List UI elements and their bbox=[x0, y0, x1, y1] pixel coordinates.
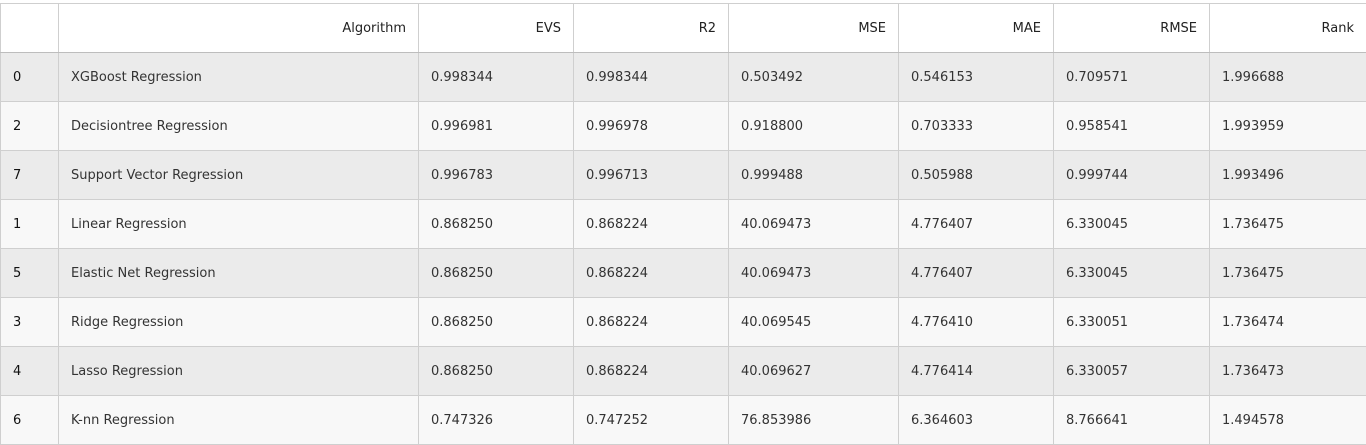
table-row: 1 Linear Regression 0.868250 0.868224 40.069… bbox=[0, 199, 1366, 249]
cell-rank: 1.736475 bbox=[1209, 248, 1366, 298]
cell-evs: 0.996783 bbox=[418, 150, 574, 200]
cell-r2: 0.998344 bbox=[573, 52, 729, 102]
table-row: 2 Decisiontree Regression 0.996981 0.996978… bbox=[0, 101, 1366, 151]
header-mse[interactable]: MSE bbox=[728, 3, 899, 53]
cell-r2: 0.868224 bbox=[573, 346, 729, 396]
cell-algorithm: Support Vector Regression bbox=[58, 150, 419, 200]
cell-index: 6 bbox=[0, 395, 59, 445]
cell-index: 7 bbox=[0, 150, 59, 200]
cell-mae: 4.776407 bbox=[898, 199, 1054, 249]
cell-rmse: 0.709571 bbox=[1053, 52, 1210, 102]
cell-mse: 0.999488 bbox=[728, 150, 899, 200]
header-index bbox=[0, 3, 59, 53]
cell-rank: 1.736474 bbox=[1209, 297, 1366, 347]
cell-index: 1 bbox=[0, 199, 59, 249]
table-row: 7 Support Vector Regression 0.996783 0.9967… bbox=[0, 150, 1366, 200]
cell-mae: 4.776407 bbox=[898, 248, 1054, 298]
header-mae[interactable]: MAE bbox=[898, 3, 1054, 53]
cell-mse: 0.503492 bbox=[728, 52, 899, 102]
cell-rank: 1.993496 bbox=[1209, 150, 1366, 200]
cell-algorithm: Linear Regression bbox=[58, 199, 419, 249]
cell-mse: 0.918800 bbox=[728, 101, 899, 151]
cell-r2: 0.996713 bbox=[573, 150, 729, 200]
header-row: Algorithm EVS R2 MSE MAE RMSE Rank bbox=[0, 3, 1366, 53]
cell-mae: 6.364603 bbox=[898, 395, 1054, 445]
cell-r2: 0.996978 bbox=[573, 101, 729, 151]
cell-evs: 0.868250 bbox=[418, 346, 574, 396]
table-row: 6 K-nn Regression 0.747326 0.747252 76.85398… bbox=[0, 395, 1366, 445]
cell-rmse: 6.330051 bbox=[1053, 297, 1210, 347]
cell-evs: 0.747326 bbox=[418, 395, 574, 445]
cell-mse: 40.069545 bbox=[728, 297, 899, 347]
header-r2[interactable]: R2 bbox=[573, 3, 729, 53]
cell-algorithm: Lasso Regression bbox=[58, 346, 419, 396]
table-row: 3 Ridge Regression 0.868250 0.868224 40.0695… bbox=[0, 297, 1366, 347]
cell-r2: 0.868224 bbox=[573, 248, 729, 298]
cell-mae: 0.546153 bbox=[898, 52, 1054, 102]
cell-algorithm: Decisiontree Regression bbox=[58, 101, 419, 151]
cell-rank: 1.736473 bbox=[1209, 346, 1366, 396]
cell-rank: 1.736475 bbox=[1209, 199, 1366, 249]
cell-index: 4 bbox=[0, 346, 59, 396]
cell-index: 2 bbox=[0, 101, 59, 151]
header-rank[interactable]: Rank bbox=[1209, 3, 1366, 53]
cell-r2: 0.868224 bbox=[573, 199, 729, 249]
cell-index: 5 bbox=[0, 248, 59, 298]
header-algorithm[interactable]: Algorithm bbox=[58, 3, 419, 53]
cell-evs: 0.998344 bbox=[418, 52, 574, 102]
cell-mse: 40.069627 bbox=[728, 346, 899, 396]
cell-r2: 0.747252 bbox=[573, 395, 729, 445]
cell-rmse: 0.999744 bbox=[1053, 150, 1210, 200]
cell-mae: 4.776414 bbox=[898, 346, 1054, 396]
cell-rmse: 6.330057 bbox=[1053, 346, 1210, 396]
cell-algorithm: XGBoost Regression bbox=[58, 52, 419, 102]
cell-rmse: 8.766641 bbox=[1053, 395, 1210, 445]
table-body: 0 XGBoost Regression 0.998344 0.998344 0.503… bbox=[0, 52, 1366, 445]
table-header: Algorithm EVS R2 MSE MAE RMSE Rank bbox=[0, 3, 1366, 53]
table-row: 5 Elastic Net Regression 0.868250 0.868224 4… bbox=[0, 248, 1366, 298]
cell-algorithm: K-nn Regression bbox=[58, 395, 419, 445]
cell-rank: 1.494578 bbox=[1209, 395, 1366, 445]
cell-mse: 40.069473 bbox=[728, 248, 899, 298]
cell-evs: 0.868250 bbox=[418, 199, 574, 249]
cell-r2: 0.868224 bbox=[573, 297, 729, 347]
cell-mae: 0.505988 bbox=[898, 150, 1054, 200]
cell-mse: 40.069473 bbox=[728, 199, 899, 249]
table-row: 4 Lasso Regression 0.868250 0.868224 40.0696… bbox=[0, 346, 1366, 396]
cell-algorithm: Elastic Net Regression bbox=[58, 248, 419, 298]
header-rmse[interactable]: RMSE bbox=[1053, 3, 1210, 53]
cell-evs: 0.868250 bbox=[418, 248, 574, 298]
table-row: 0 XGBoost Regression 0.998344 0.998344 0.503… bbox=[0, 52, 1366, 102]
cell-rank: 1.993959 bbox=[1209, 101, 1366, 151]
cell-rank: 1.996688 bbox=[1209, 52, 1366, 102]
cell-algorithm: Ridge Regression bbox=[58, 297, 419, 347]
cell-index: 0 bbox=[0, 52, 59, 102]
cell-mae: 4.776410 bbox=[898, 297, 1054, 347]
cell-rmse: 0.958541 bbox=[1053, 101, 1210, 151]
cell-mae: 0.703333 bbox=[898, 101, 1054, 151]
cell-rmse: 6.330045 bbox=[1053, 199, 1210, 249]
header-evs[interactable]: EVS bbox=[418, 3, 574, 53]
cell-evs: 0.996981 bbox=[418, 101, 574, 151]
cell-index: 3 bbox=[0, 297, 59, 347]
cell-rmse: 6.330045 bbox=[1053, 248, 1210, 298]
results-table: Algorithm EVS R2 MSE MAE RMSE Rank 0 XGBo… bbox=[0, 3, 1366, 445]
cell-mse: 76.853986 bbox=[728, 395, 899, 445]
cell-evs: 0.868250 bbox=[418, 297, 574, 347]
